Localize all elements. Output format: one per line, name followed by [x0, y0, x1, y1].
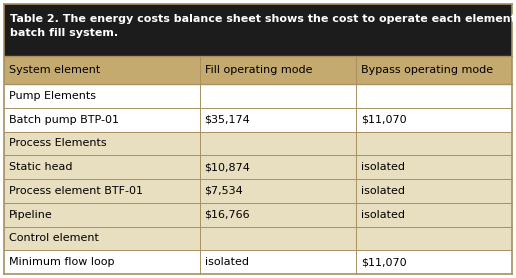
Text: $7,534: $7,534 [204, 186, 244, 196]
Bar [4, 4, 512, 56]
Text: $10,874: $10,874 [204, 162, 250, 172]
Text: isolated: isolated [204, 257, 249, 267]
Text: Process Elements: Process Elements [9, 138, 107, 148]
Bar [4, 227, 512, 250]
Bar [4, 250, 512, 274]
Text: Static head: Static head [9, 162, 73, 172]
Text: batch fill system.: batch fill system. [10, 28, 118, 38]
Text: isolated: isolated [361, 210, 405, 220]
Text: Minimum flow loop: Minimum flow loop [9, 257, 115, 267]
Text: Bypass operating mode: Bypass operating mode [361, 65, 493, 75]
Bar [4, 203, 512, 227]
Text: $11,070: $11,070 [361, 115, 407, 125]
Text: isolated: isolated [361, 186, 405, 196]
Bar [4, 179, 512, 203]
Text: $11,070: $11,070 [361, 257, 407, 267]
Bar [4, 155, 512, 179]
Text: $35,174: $35,174 [204, 115, 250, 125]
Text: isolated: isolated [361, 162, 405, 172]
Text: Table 2. The energy costs balance sheet shows the cost to operate each element i: Table 2. The energy costs balance sheet … [10, 14, 516, 24]
Bar [4, 56, 512, 84]
Text: Batch pump BTP-01: Batch pump BTP-01 [9, 115, 119, 125]
Text: Control element: Control element [9, 233, 99, 243]
Text: System element: System element [9, 65, 100, 75]
Text: Pump Elements: Pump Elements [9, 91, 96, 101]
Bar [4, 84, 512, 108]
Text: $16,766: $16,766 [204, 210, 250, 220]
Text: Process element BTF-01: Process element BTF-01 [9, 186, 143, 196]
Text: Fill operating mode: Fill operating mode [204, 65, 312, 75]
Text: Pipeline: Pipeline [9, 210, 53, 220]
Bar [4, 108, 512, 131]
Bar [4, 131, 512, 155]
